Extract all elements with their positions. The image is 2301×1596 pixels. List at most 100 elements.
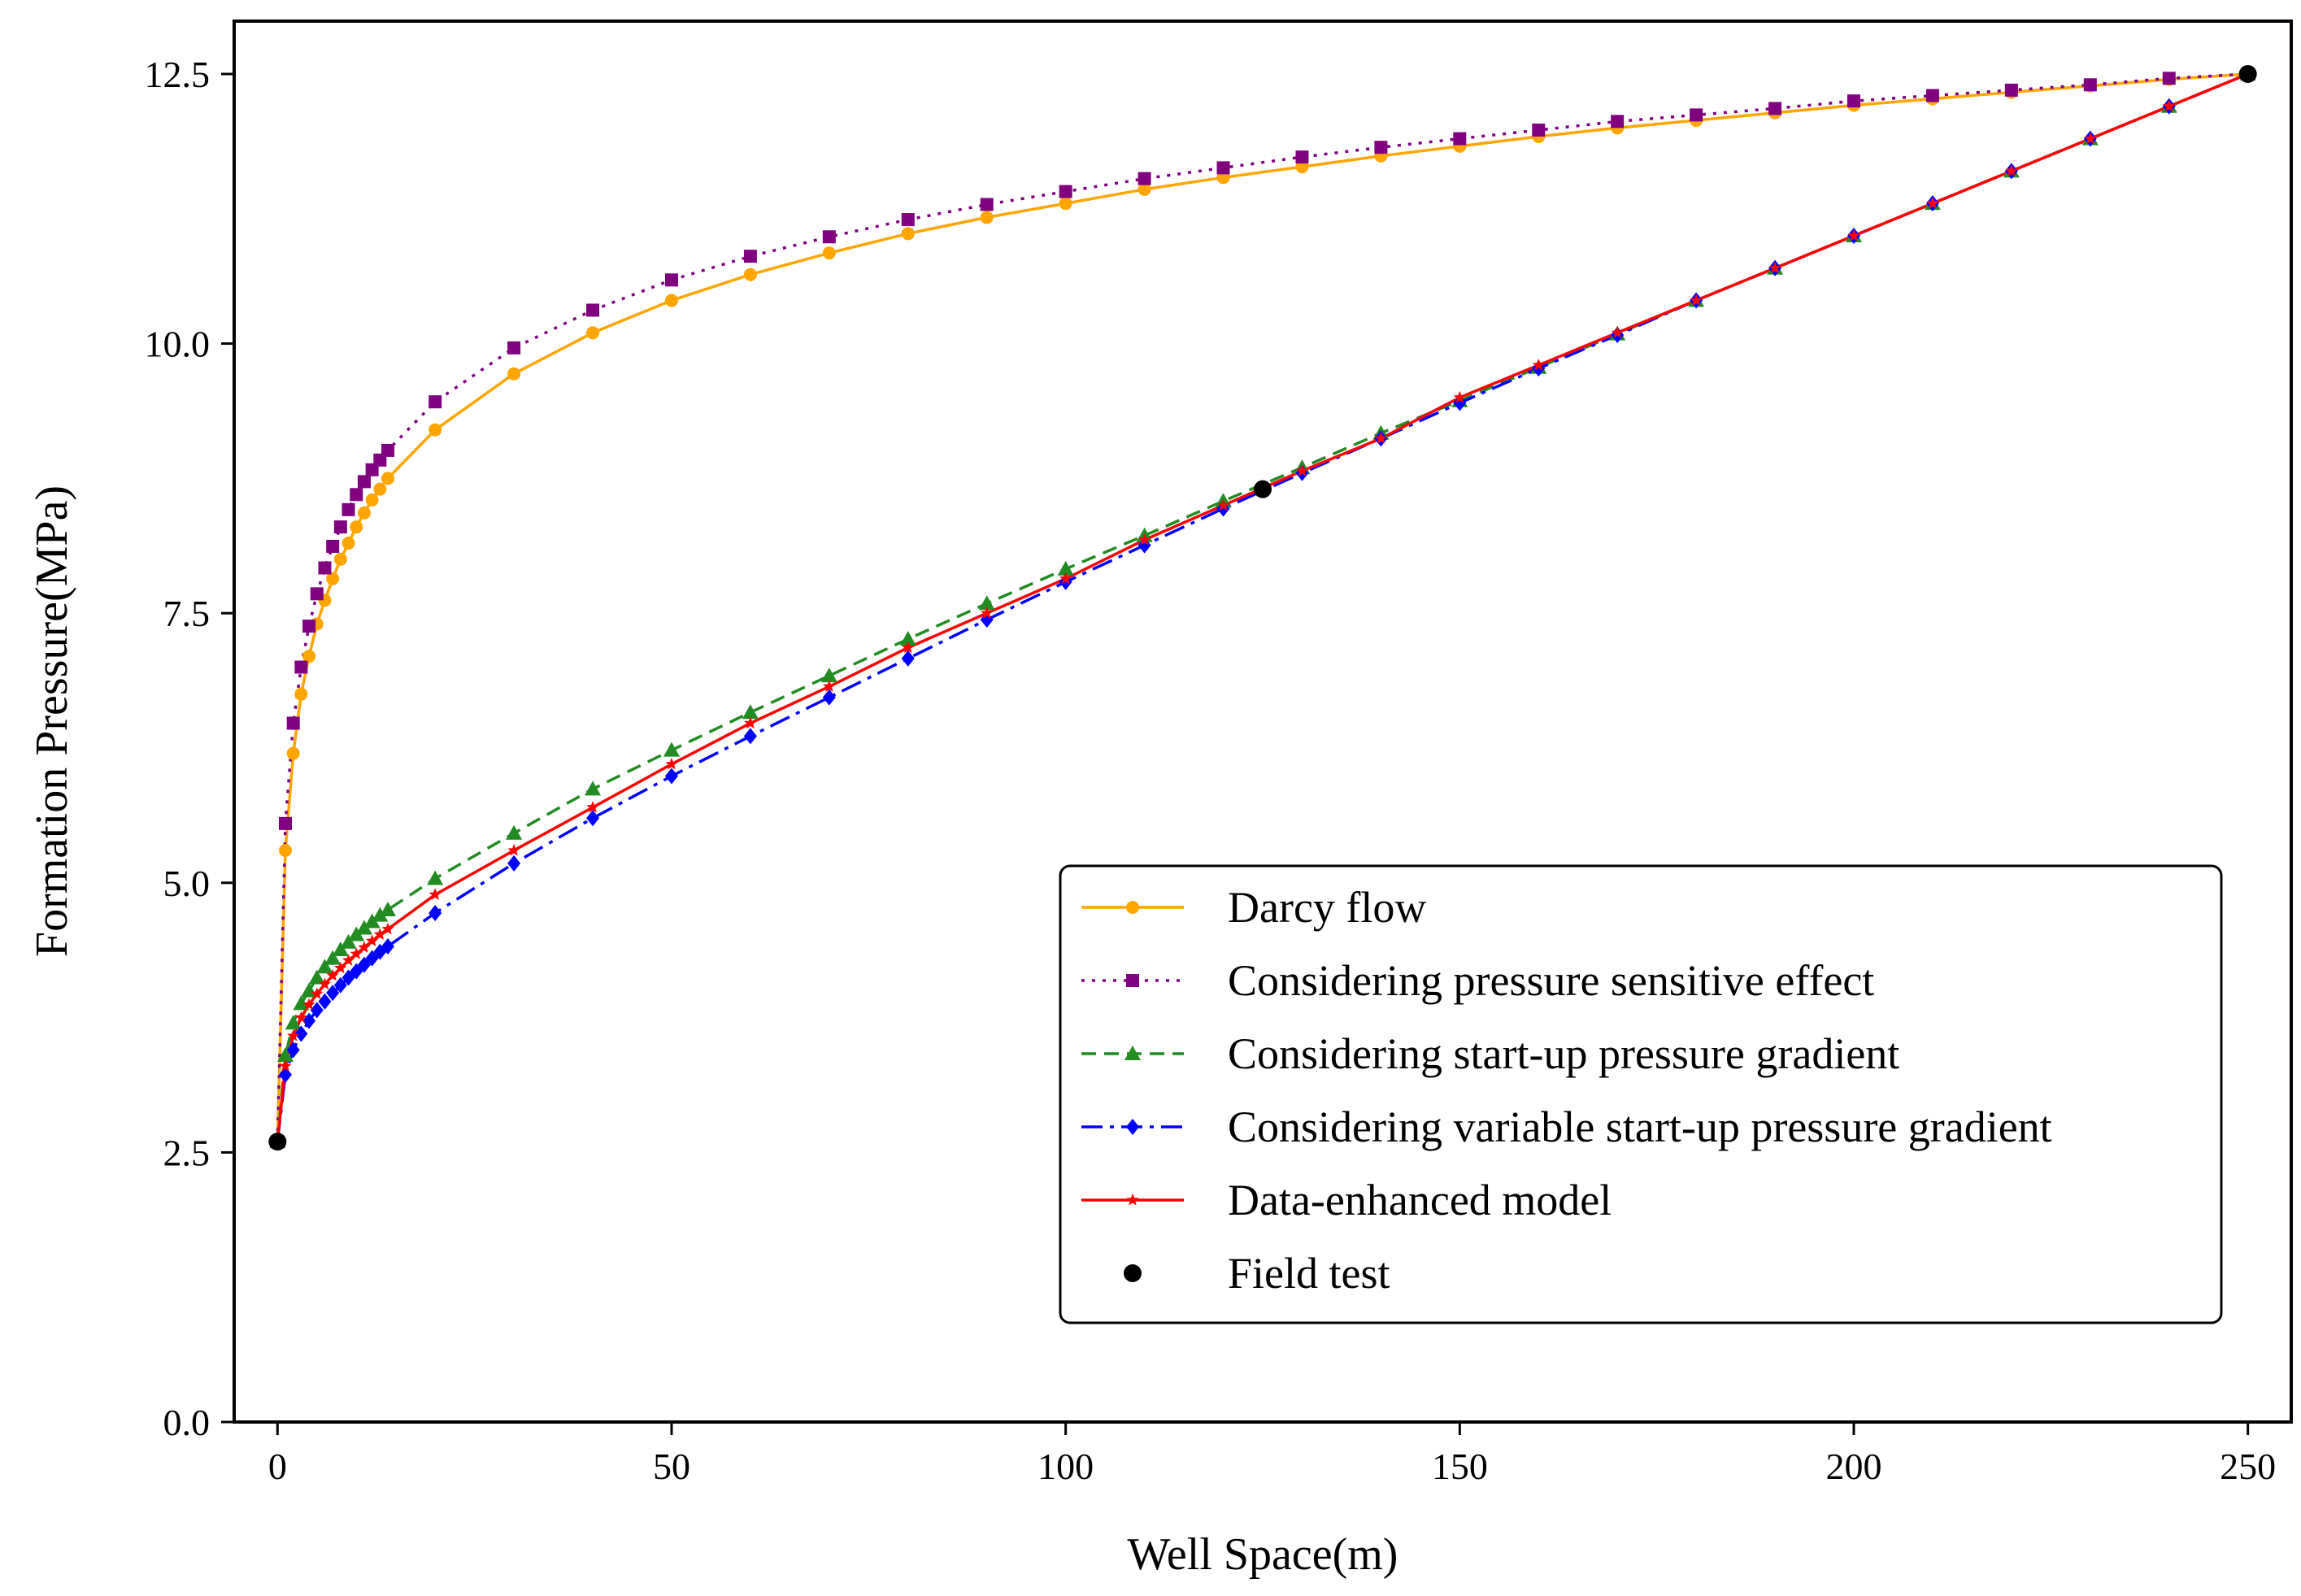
data-point-considering-pressure-sensitive-effect (333, 520, 347, 534)
data-point-darcy-flow (341, 536, 355, 550)
legend-item-considering-start-up-pressure-gradient: Considering start-up pressure gradient (1081, 1029, 1899, 1078)
data-point-considering-variable-start-up-pressure-gradient (822, 689, 836, 706)
data-point-data-enhanced-model (1611, 326, 1624, 338)
data-point-data-enhanced-model (287, 1029, 300, 1042)
data-point-data-enhanced-model (1374, 432, 1387, 444)
data-point-considering-start-up-pressure-gradient (340, 933, 357, 949)
data-point-considering-pressure-sensitive-effect (822, 230, 836, 244)
y-tick-label: 0.0 (163, 1402, 211, 1443)
data-point-data-enhanced-model (902, 641, 915, 654)
data-point-data-enhanced-model (2163, 99, 2176, 112)
data-point-considering-pressure-sensitive-effect (1768, 102, 1782, 115)
data-point-considering-start-up-pressure-gradient (348, 926, 365, 942)
data-point-considering-start-up-pressure-gradient (380, 901, 397, 916)
legend-swatch-marker (1126, 901, 1139, 914)
legend-swatch-marker (1126, 1119, 1139, 1135)
data-point-considering-variable-start-up-pressure-gradient (743, 728, 757, 745)
data-point-considering-variable-start-up-pressure-gradient (507, 855, 521, 872)
data-point-data-enhanced-model (326, 968, 339, 981)
data-point-considering-variable-start-up-pressure-gradient (318, 993, 332, 1010)
data-point-considering-pressure-sensitive-effect (357, 475, 371, 489)
data-point-darcy-flow (333, 552, 347, 566)
data-point-considering-pressure-sensitive-effect (428, 395, 442, 409)
data-point-data-enhanced-model (341, 954, 355, 966)
data-point-considering-pressure-sensitive-effect (279, 816, 293, 830)
data-point-considering-start-up-pressure-gradient (820, 668, 837, 683)
data-point-data-enhanced-model (334, 961, 347, 974)
data-point-considering-variable-start-up-pressure-gradient (333, 976, 347, 994)
data-point-data-enhanced-model (1059, 572, 1072, 585)
y-axis-label: Formation Pressure(MPa) (27, 485, 77, 957)
data-point-data-enhanced-model (366, 934, 379, 946)
legend-swatch-marker (1126, 1194, 1139, 1206)
legend-swatch-marker (1124, 1046, 1141, 1060)
data-point-considering-start-up-pressure-gradient (978, 595, 995, 611)
data-point-darcy-flow (586, 326, 600, 340)
legend-swatch-marker (1124, 1264, 1142, 1282)
data-point-data-enhanced-model (294, 1011, 307, 1024)
data-point-data-enhanced-model (373, 928, 386, 940)
data-point-darcy-flow (1059, 197, 1072, 211)
legend-label: Considering start-up pressure gradient (1228, 1029, 1899, 1078)
plot-markers (268, 65, 2257, 1151)
legend: Darcy flow Considering pressure sensitive… (1059, 864, 2223, 1324)
data-point-considering-variable-start-up-pressure-gradient (357, 956, 371, 973)
plot-frame (233, 20, 2293, 1424)
series-markers-field-test (268, 65, 2257, 1151)
data-point-considering-variable-start-up-pressure-gradient (341, 969, 355, 986)
data-point-considering-pressure-sensitive-effect (1137, 172, 1151, 185)
data-point-considering-start-up-pressure-gradient (316, 959, 333, 974)
data-point-data-enhanced-model (350, 947, 363, 959)
data-point-field-test (268, 1133, 287, 1151)
data-point-considering-pressure-sensitive-effect (664, 273, 678, 287)
data-point-considering-pressure-sensitive-effect (350, 488, 363, 502)
data-point-considering-pressure-sensitive-effect (1059, 185, 1072, 198)
data-point-darcy-flow (664, 294, 678, 307)
data-point-data-enhanced-model (1453, 390, 1466, 403)
data-point-considering-start-up-pressure-gradient (293, 995, 310, 1011)
data-point-considering-variable-start-up-pressure-gradient (310, 1002, 324, 1019)
data-point-considering-pressure-sensitive-effect (1295, 150, 1309, 164)
y-tick-label: 7.5 (163, 593, 211, 634)
data-point-considering-start-up-pressure-gradient (1057, 560, 1074, 576)
data-point-considering-variable-start-up-pressure-gradient (381, 938, 395, 955)
y-tick-label: 2.5 (163, 1132, 211, 1173)
data-point-darcy-flow (980, 211, 994, 224)
data-point-considering-start-up-pressure-gradient (663, 741, 680, 757)
legend-label: Field test (1228, 1249, 1390, 1298)
data-point-field-test (2238, 65, 2257, 83)
data-point-data-enhanced-model (507, 844, 520, 856)
data-point-data-enhanced-model (2005, 164, 2018, 176)
data-point-considering-pressure-sensitive-effect (1532, 123, 1546, 137)
x-tick-label: 200 (1826, 1446, 1882, 1487)
data-point-data-enhanced-model (318, 977, 332, 989)
data-point-darcy-flow (302, 650, 316, 663)
legend-label: Considering variable start-up pressure g… (1228, 1102, 2052, 1151)
data-point-considering-pressure-sensitive-effect (1611, 115, 1625, 128)
x-tick-label: 50 (653, 1446, 690, 1487)
data-point-considering-pressure-sensitive-effect (318, 561, 332, 575)
data-point-considering-start-up-pressure-gradient (363, 913, 381, 928)
legend-box (1059, 864, 2223, 1324)
data-point-considering-variable-start-up-pressure-gradient (980, 611, 994, 628)
data-point-data-enhanced-model (586, 801, 599, 813)
data-point-considering-pressure-sensitive-effect (507, 341, 521, 354)
data-point-considering-start-up-pressure-gradient (742, 704, 759, 720)
data-point-data-enhanced-model (665, 757, 678, 770)
data-point-considering-variable-start-up-pressure-gradient (350, 963, 363, 980)
data-point-considering-start-up-pressure-gradient (899, 631, 916, 646)
data-point-considering-pressure-sensitive-effect (586, 303, 600, 317)
data-point-data-enhanced-model (744, 716, 757, 728)
data-point-considering-pressure-sensitive-effect (1453, 132, 1467, 146)
data-point-darcy-flow (294, 687, 308, 701)
data-point-considering-pressure-sensitive-effect (1925, 89, 1939, 102)
data-point-data-enhanced-model (381, 922, 394, 935)
data-point-considering-start-up-pressure-gradient (427, 870, 444, 885)
data-point-considering-variable-start-up-pressure-gradient (286, 1042, 300, 1059)
data-point-considering-start-up-pressure-gradient (277, 1047, 294, 1063)
data-point-data-enhanced-model (279, 1059, 292, 1072)
y-tick-label: 10.0 (145, 324, 211, 365)
data-point-considering-start-up-pressure-gradient (372, 907, 389, 922)
data-point-considering-variable-start-up-pressure-gradient (586, 810, 600, 827)
